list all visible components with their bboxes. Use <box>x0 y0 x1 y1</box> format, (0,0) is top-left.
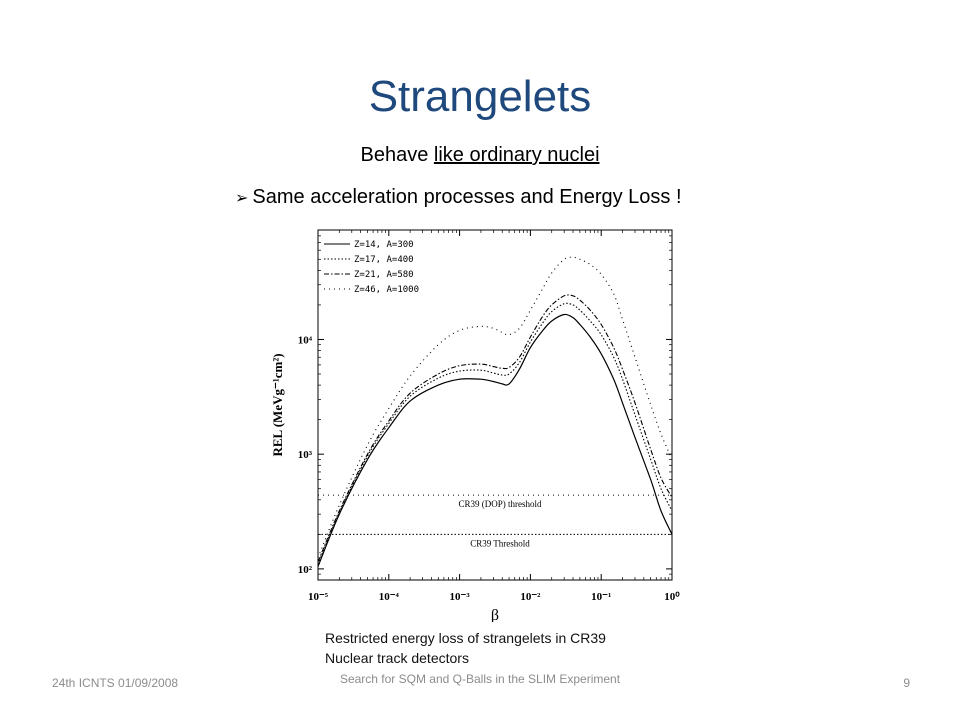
caption-line-2: Nuclear track detectors <box>325 650 469 666</box>
figure-caption: Restricted energy loss of strangelets in… <box>325 628 606 668</box>
y-tick-label: 10² <box>298 564 313 576</box>
x-tick-label: 10⁻² <box>520 591 541 603</box>
legend-entry: Z=17, A=400 <box>354 255 414 265</box>
series-line <box>317 256 673 559</box>
subtitle-plain: Behave <box>360 144 434 166</box>
y-tick-label: 10⁴ <box>298 334 313 346</box>
y-axis-label: REL (MeVg⁻¹cm²) <box>270 353 285 456</box>
threshold-label: CR39 Threshold <box>470 538 530 548</box>
x-tick-label: 10⁻⁴ <box>379 591 400 603</box>
slide-number: 9 <box>903 676 910 690</box>
x-tick-label: 10⁻⁵ <box>308 591 329 603</box>
bullet-text: Same acceleration processes and Energy L… <box>252 186 682 208</box>
rel-chart: 10⁻⁵ 10⁻⁴ 10⁻³ 10⁻² 10⁻¹ 10⁰ 10² 10³ 10⁴ CR39 (D… <box>270 229 680 622</box>
series-line <box>317 313 673 567</box>
x-tick-label: 10⁰ <box>664 591 680 603</box>
x-tick-label: 10⁻¹ <box>591 591 611 603</box>
slide-title: Strangelets <box>368 72 592 121</box>
arrow-bullet-icon: ➢ <box>235 188 249 207</box>
series-line <box>317 302 673 565</box>
series-line <box>317 294 673 563</box>
subtitle-underlined: like ordinary nuclei <box>433 144 600 166</box>
bullet-point: ➢ Same acceleration processes and Energy … <box>235 186 682 209</box>
y-tick-label: 10³ <box>298 449 313 461</box>
x-tick-label: 10⁻³ <box>450 591 471 603</box>
x-axis-label: β <box>491 607 499 622</box>
legend-entry: Z=46, A=1000 <box>354 285 419 295</box>
slide-subtitle: Behave like ordinary nuclei <box>0 144 960 167</box>
legend-entry: Z=14, A=300 <box>354 240 414 250</box>
caption-line-1: Restricted energy loss of strangelets in… <box>325 630 606 646</box>
footer-date: 24th ICNTS 01/09/2008 <box>52 676 179 690</box>
footer-title: Search for SQM and Q-Balls in the SLIM E… <box>339 672 621 686</box>
threshold-label: CR39 (DOP) threshold <box>459 499 542 509</box>
plot-frame <box>317 229 673 581</box>
legend-entry: Z=21, A=580 <box>354 270 414 280</box>
